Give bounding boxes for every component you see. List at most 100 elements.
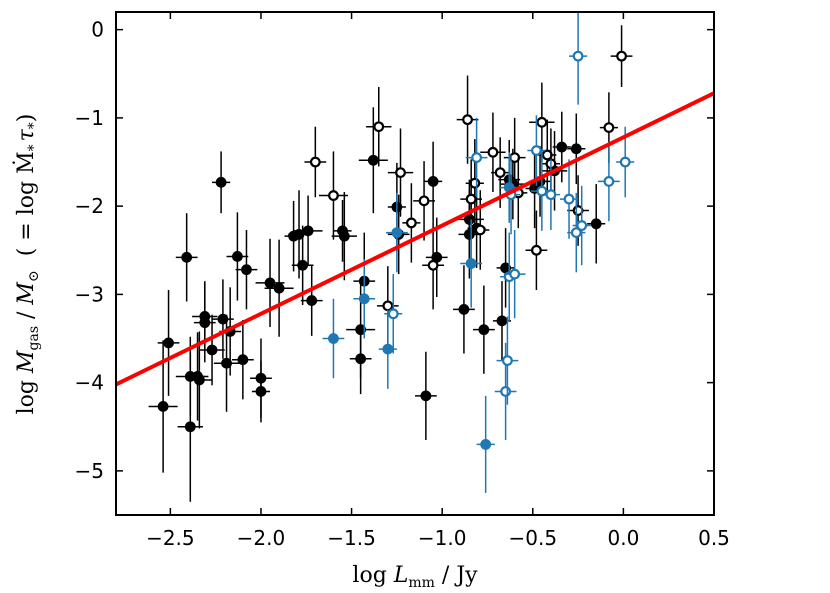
point-marker [531, 244, 542, 256]
point-marker [302, 225, 314, 237]
data-point [492, 281, 512, 361]
data-point [424, 141, 443, 222]
point-marker [458, 303, 470, 315]
data-point [199, 314, 225, 386]
point-marker [502, 355, 513, 366]
data-point [384, 274, 403, 354]
point-marker [465, 193, 477, 205]
data-point [413, 161, 435, 241]
point-marker [420, 390, 432, 402]
data-point [569, 12, 588, 105]
point-marker [273, 282, 285, 294]
data-point [567, 192, 586, 273]
y-tick-label: −3 [75, 282, 104, 306]
point-marker [157, 401, 169, 412]
data-point [318, 151, 348, 240]
point-marker [217, 313, 229, 325]
data-point [476, 395, 495, 493]
point-marker [382, 300, 394, 312]
point-marker [572, 50, 584, 62]
y-tick-label: −2 [75, 194, 104, 218]
point-marker [391, 227, 403, 239]
data-point [175, 213, 198, 302]
point-marker [474, 224, 486, 236]
data-point [503, 229, 526, 319]
point-marker [338, 230, 350, 242]
data-point [496, 316, 519, 405]
tick-layer [116, 12, 715, 515]
y-tick-label: −4 [75, 371, 104, 395]
series-blue-filled [322, 152, 519, 493]
data-point [610, 25, 633, 88]
data-point [353, 259, 376, 339]
x-axis-title: log Lmm / Jy [352, 563, 478, 591]
point-marker [395, 167, 406, 179]
data-point [251, 360, 271, 423]
point-marker [382, 343, 394, 355]
x-tick-label: 0.5 [698, 526, 730, 550]
point-marker [619, 156, 631, 168]
point-marker [500, 386, 512, 397]
data-layer [148, 12, 635, 502]
point-marker [462, 114, 473, 126]
point-marker [184, 421, 196, 433]
data-point [378, 309, 397, 389]
point-marker [367, 154, 379, 166]
point-marker [264, 277, 276, 289]
x-tick-label: −1.5 [327, 526, 376, 550]
data-point [231, 319, 254, 400]
point-marker [509, 268, 521, 280]
point-marker [306, 295, 318, 306]
y-tick-label: −1 [75, 106, 104, 130]
point-marker [373, 121, 385, 133]
x-tick-label: −0.5 [508, 526, 557, 550]
point-marker [545, 189, 557, 201]
point-marker [603, 122, 615, 134]
point-marker [405, 217, 417, 229]
point-marker [199, 317, 211, 329]
data-point [529, 82, 555, 163]
data-point [530, 151, 553, 231]
data-point [503, 117, 526, 198]
data-point [559, 159, 579, 239]
point-marker [563, 193, 575, 205]
point-marker [478, 324, 490, 336]
point-marker [328, 333, 339, 344]
point-marker [215, 176, 227, 188]
data-point [496, 228, 515, 308]
data-point [422, 221, 444, 310]
point-marker [232, 251, 243, 262]
series-blue-open [384, 12, 635, 440]
point-marker [496, 315, 508, 327]
point-marker [221, 357, 232, 369]
data-point [480, 112, 506, 193]
data-point [415, 351, 437, 440]
point-marker [487, 146, 499, 158]
data-point [255, 238, 285, 328]
point-marker [494, 167, 506, 179]
point-marker [427, 176, 439, 187]
point-marker [181, 251, 193, 263]
data-point [322, 298, 345, 379]
point-marker [465, 258, 477, 269]
data-point [300, 265, 323, 336]
series-black-open [304, 25, 633, 346]
point-marker [206, 344, 218, 356]
point-marker [355, 353, 367, 365]
data-point [465, 117, 488, 198]
point-marker [255, 386, 267, 397]
tick-label-layer: −2.5 −2.0 −1.5 −1.0 −0.5 0.0 0.5 0 −1 −2 −3 −4 −5 [75, 18, 730, 550]
point-marker [241, 264, 252, 276]
data-point [366, 87, 392, 167]
point-marker [536, 116, 548, 128]
point-marker [358, 293, 370, 305]
y-axis-title: log Mgas / M⊙( = log Ṁ*τ*) [12, 114, 42, 415]
data-point [212, 151, 231, 214]
point-marker [309, 156, 321, 168]
data-point [598, 141, 620, 222]
data-point [293, 195, 323, 267]
point-marker [536, 185, 548, 197]
data-point [525, 210, 548, 290]
y-tick-label: 0 [91, 18, 104, 42]
